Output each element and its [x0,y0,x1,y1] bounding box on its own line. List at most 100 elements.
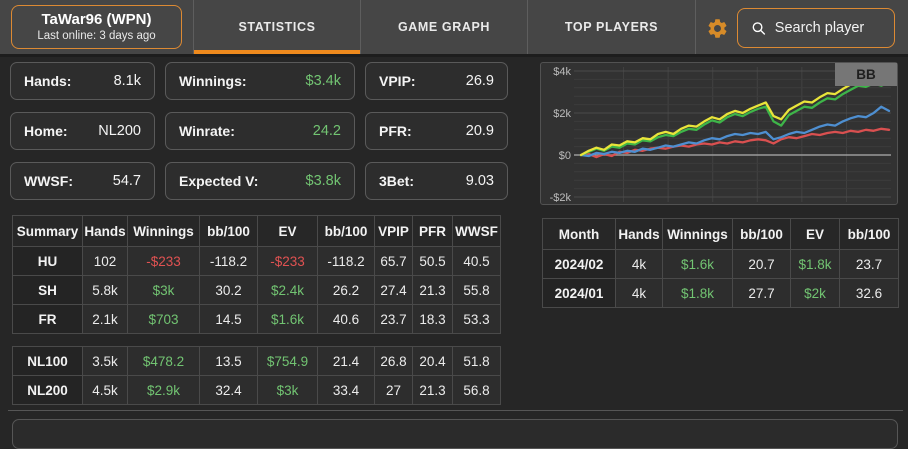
cell: $703 [127,304,200,334]
stat-value: 20.9 [465,123,494,139]
y-tick-label: $4k [553,66,571,78]
cell: 33.4 [317,375,375,405]
cell: 14.5 [199,304,258,334]
cell: 51.8 [452,346,501,376]
stat-label: WWSF: [24,173,73,189]
column-header: bb/100 [199,215,258,247]
cell: $2.9k [127,375,200,405]
cell: 2.1k [82,304,128,334]
stat-value: 24.2 [312,123,341,139]
row-label: SH [12,275,83,305]
cell: $1.8k [790,249,840,279]
column-header: EV [790,218,840,250]
top-bar: TaWar96 (WPN) Last online: 3 days ago ST… [0,0,908,57]
search-input[interactable] [774,20,884,36]
stakes-table: NL100 3.5k $478.2 13.5 $754.9 21.4 26.8 20.4 51.… [12,346,501,405]
player-last-online: Last online: 3 days ago [37,30,156,42]
y-tick-label: $2k [553,108,571,120]
stat-label: Expected V: [179,173,259,189]
tab-statistics[interactable]: STATISTICS [193,0,360,54]
stat-label: PFR: [379,123,412,139]
cell: 13.5 [199,346,258,376]
cell: 4.5k [82,375,128,405]
cell: 4k [615,278,663,308]
cell: 32.6 [839,278,899,308]
cell: 27.7 [732,278,791,308]
gear-icon [708,18,726,38]
cell: 20.4 [412,346,453,376]
row-label: 2024/01 [542,278,616,308]
stat-card-home: Home: NL200 [10,112,155,150]
column-header: bb/100 [317,215,375,247]
stat-label: Winnings: [179,73,247,89]
stat-label: Winrate: [179,123,235,139]
cell: 5.8k [82,275,128,305]
search-icon [752,22,766,35]
cell: 26.2 [317,275,375,305]
row-label: 2024/02 [542,249,616,279]
table-row: NL200 4.5k $2.9k 32.4 $3k 33.4 27 21.3 56.8 [12,375,501,405]
column-header: Winnings [127,215,200,247]
cell: $1.6k [257,304,318,334]
column-header: bb/100 [732,218,791,250]
cell: 21.3 [412,275,453,305]
tab-game-graph[interactable]: GAME GRAPH [360,0,527,54]
y-tick-label: $0 [559,150,571,162]
settings-gear-icon[interactable] [705,16,729,40]
cell: 55.8 [452,275,501,305]
player-name: TaWar96 (WPN) [41,11,152,28]
stat-value: 9.03 [465,173,494,189]
stat-card-hands: Hands: 8.1k [10,62,155,100]
cell: 27.4 [374,275,413,305]
tab-top-players[interactable]: TOP PLAYERS [527,0,696,54]
column-header: EV [257,215,318,247]
column-header: bb/100 [839,218,899,250]
stat-label: Home: [24,123,68,139]
cell: $2.4k [257,275,318,305]
summary-table-container: Summary Hands Winnings bb/100 EV bb/100 VPIP PF… [12,215,501,405]
cell: 30.2 [199,275,258,305]
cell: $2k [790,278,840,308]
row-label: NL200 [12,375,83,405]
stat-card-vpip: VPIP: 26.9 [365,62,508,100]
cell: $1.6k [662,249,733,279]
table-row: HU 102 -$233 -118.2 -$233 -118.2 65.7 50.5 40.5 [12,246,501,276]
yellow-line [579,74,891,157]
column-header: Winnings [662,218,733,250]
cell: 21.4 [317,346,375,376]
month-table: Month Hands Winnings bb/100 EV bb/100 2024/02 4… [542,218,899,308]
stat-value: NL200 [98,123,141,139]
cell: -118.2 [317,246,375,276]
stat-value: 54.7 [112,173,141,189]
table-row: FR 2.1k $703 14.5 $1.6k 40.6 23.7 18.3 53.3 [12,304,501,334]
cell: 40.5 [452,246,501,276]
table-row: 2024/02 4k $1.6k 20.7 $1.8k 23.7 [542,249,899,279]
cell: $3k [127,275,200,305]
partial-bottom-card [12,419,898,449]
tab-bar: STATISTICS GAME GRAPH TOP PLAYERS [193,0,696,54]
table-row: NL100 3.5k $478.2 13.5 $754.9 21.4 26.8 20.4 51.… [12,346,501,376]
cell: 4k [615,249,663,279]
cell: 21.3 [412,375,453,405]
cell: -118.2 [199,246,258,276]
cell: $1.8k [662,278,733,308]
y-tick-label: -$2k [550,192,572,204]
summary-table: Summary Hands Winnings bb/100 EV bb/100 VPIP PF… [12,215,501,334]
cell: 40.6 [317,304,375,334]
cell: 23.7 [374,304,413,334]
stat-card-pfr: PFR: 20.9 [365,112,508,150]
bb-toggle-button[interactable]: BB [835,63,897,86]
cell: $478.2 [127,346,200,376]
search-box[interactable] [737,8,895,48]
cell: -$233 [127,246,200,276]
column-header: Hands [82,215,128,247]
cell: $3k [257,375,318,405]
stat-card-3bet: 3Bet: 9.03 [365,162,508,200]
row-label: HU [12,246,83,276]
cell: 23.7 [839,249,899,279]
blue-line [579,105,891,158]
stats-grid: Hands: 8.1k Winnings: $3.4k VPIP: 26.9 Home: NL… [10,62,508,200]
column-header: VPIP [374,215,413,247]
cell: 56.8 [452,375,501,405]
stat-label: Hands: [24,73,72,89]
